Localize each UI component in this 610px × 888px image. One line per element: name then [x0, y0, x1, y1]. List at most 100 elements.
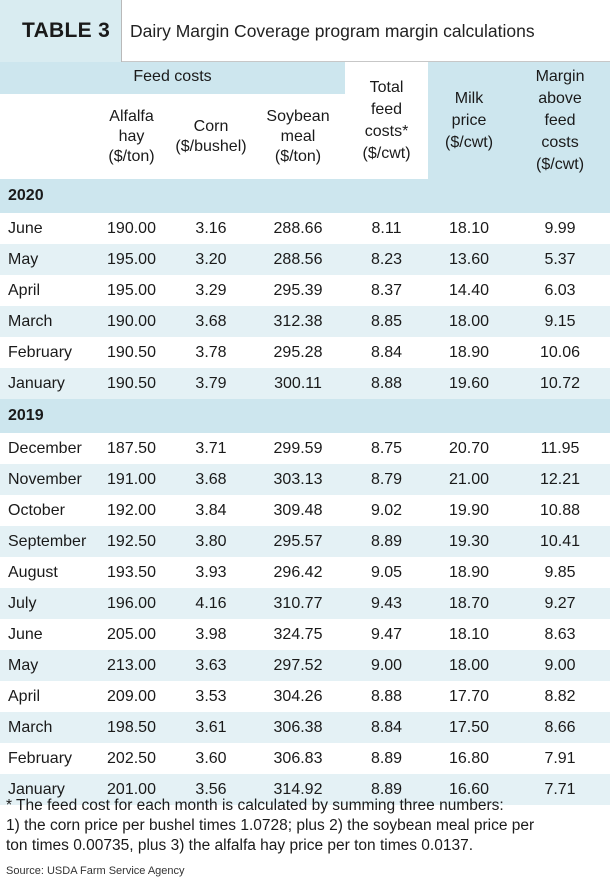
corn-cell: 3.16 [171, 213, 251, 244]
table-row: March 198.50 3.61 306.38 8.84 17.50 8.66 [0, 712, 610, 743]
header-line: Corn [193, 117, 229, 135]
table-row: June 205.00 3.98 324.75 9.47 18.10 8.63 [0, 619, 610, 650]
milk-price-cell: 20.70 [428, 433, 511, 464]
header-line: Margin [535, 67, 585, 85]
table-row: March 190.00 3.68 312.38 8.85 18.00 9.15 [0, 306, 610, 337]
alfalfa-cell: 198.50 [92, 712, 171, 743]
milk-price-cell: 21.00 [428, 464, 511, 495]
month-cell: October [0, 495, 92, 526]
total-feed-cell: 8.84 [345, 712, 429, 743]
month-cell: February [0, 743, 92, 774]
corn-cell: 3.78 [171, 337, 251, 368]
total-feed-cell: 9.05 [345, 557, 429, 588]
milk-price-cell: 18.70 [428, 588, 511, 619]
total-feed-cell: 8.79 [345, 464, 429, 495]
alfalfa-cell: 213.00 [92, 650, 171, 681]
milk-price-cell: 18.10 [428, 213, 511, 244]
table-row: August 193.50 3.93 296.42 9.05 18.90 9.85 [0, 557, 610, 588]
margin-cell: 10.88 [510, 495, 610, 526]
margin-cell: 5.37 [510, 244, 610, 275]
header-line: ($/ton) [108, 147, 155, 165]
milk-price-cell: 18.00 [428, 306, 511, 337]
month-cell: April [0, 681, 92, 712]
month-cell: March [0, 306, 92, 337]
table-row: December 187.50 3.71 299.59 8.75 20.70 11.95 [0, 433, 610, 464]
total-feed-cell: 9.43 [345, 588, 429, 619]
milk-price-header: Milk price ($/cwt) [428, 62, 511, 179]
month-cell: January [0, 774, 92, 805]
milk-price-cell: 19.30 [428, 526, 511, 557]
corn-cell: 3.68 [171, 464, 251, 495]
alfalfa-cell: 195.00 [92, 275, 171, 306]
total-feed-cell: 8.75 [345, 433, 429, 464]
milk-price-cell: 16.80 [428, 743, 511, 774]
header-line: ($/cwt) [362, 144, 411, 162]
margin-cell: 8.63 [510, 619, 610, 650]
soybean-cell: 295.28 [251, 337, 346, 368]
corn-cell: 3.71 [171, 433, 251, 464]
margin-cell: 9.27 [510, 588, 610, 619]
alfalfa-cell: 191.00 [92, 464, 171, 495]
total-feed-cell: 9.47 [345, 619, 429, 650]
table-row: November 191.00 3.68 303.13 8.79 21.00 12.21 [0, 464, 610, 495]
soybean-cell: 303.13 [251, 464, 346, 495]
table-number: TABLE 3 [0, 0, 122, 62]
margin-cell: 9.15 [510, 306, 610, 337]
margin-cell: 8.82 [510, 681, 610, 712]
margin-cell: 10.72 [510, 368, 610, 399]
alfalfa-cell: 187.50 [92, 433, 171, 464]
table-row: May 213.00 3.63 297.52 9.00 18.00 9.00 [0, 650, 610, 681]
footnote-line: ton times 0.00735, plus 3) the alfalfa h… [6, 837, 473, 854]
table-row: October 192.00 3.84 309.48 9.02 19.90 10.88 [0, 495, 610, 526]
soybean-cell: 296.42 [251, 557, 346, 588]
corn-cell: 3.79 [171, 368, 251, 399]
margin-cell: 9.00 [510, 650, 610, 681]
corn-cell: 3.61 [171, 712, 251, 743]
milk-price-cell: 18.00 [428, 650, 511, 681]
corn-cell: 3.20 [171, 244, 251, 275]
month-cell: May [0, 650, 92, 681]
table-row: April 209.00 3.53 304.26 8.88 17.70 8.82 [0, 681, 610, 712]
source-note: Source: USDA Farm Service Agency [6, 865, 185, 877]
month-cell: September [0, 526, 92, 557]
title-bar: TABLE 3 Dairy Margin Coverage program ma… [0, 0, 610, 62]
soybean-cell: 300.11 [251, 368, 346, 399]
soybean-cell: 299.59 [251, 433, 346, 464]
alfalfa-cell: 196.00 [92, 588, 171, 619]
corn-cell: 3.68 [171, 306, 251, 337]
corn-cell: 3.56 [171, 774, 251, 805]
soybean-cell: 310.77 [251, 588, 346, 619]
total-feed-cell: 8.11 [345, 213, 429, 244]
header-line: Alfalfa [109, 107, 154, 125]
table-row: February 190.50 3.78 295.28 8.84 18.90 10.06 [0, 337, 610, 368]
corn-cell: 3.63 [171, 650, 251, 681]
margin-cell: 7.91 [510, 743, 610, 774]
soybean-cell: 314.92 [251, 774, 346, 805]
total-feed-cell: 8.88 [345, 681, 429, 712]
alfalfa-cell: 190.50 [92, 337, 171, 368]
header-line: Milk [454, 89, 484, 107]
header-line: ($/ton) [274, 147, 322, 165]
month-cell: February [0, 337, 92, 368]
month-cell: July [0, 588, 92, 619]
header-line: feed [370, 100, 403, 118]
header-line: ($/cwt) [536, 155, 585, 173]
corn-cell: 3.98 [171, 619, 251, 650]
soybean-cell: 295.39 [251, 275, 346, 306]
soybean-cell: 306.38 [251, 712, 346, 743]
corn-header: Corn ($/bushel) [171, 94, 251, 179]
milk-price-cell: 18.90 [428, 337, 511, 368]
corn-cell: 4.16 [171, 588, 251, 619]
milk-price-cell: 17.50 [428, 712, 511, 743]
table-body: 2020 June 190.00 3.16 288.66 8.11 18.10 9.99 May… [0, 179, 610, 805]
margin-cell: 11.95 [510, 433, 610, 464]
total-feed-cell: 8.89 [345, 774, 429, 805]
header-line: above [538, 89, 582, 107]
milk-price-cell: 13.60 [428, 244, 511, 275]
month-cell: May [0, 244, 92, 275]
total-feed-cell: 8.23 [345, 244, 429, 275]
total-feed-cell: 9.00 [345, 650, 429, 681]
header-line: meal [280, 127, 316, 145]
table-row: September 192.50 3.80 295.57 8.89 19.30 10.41 [0, 526, 610, 557]
year-label: 2020 [0, 179, 610, 213]
